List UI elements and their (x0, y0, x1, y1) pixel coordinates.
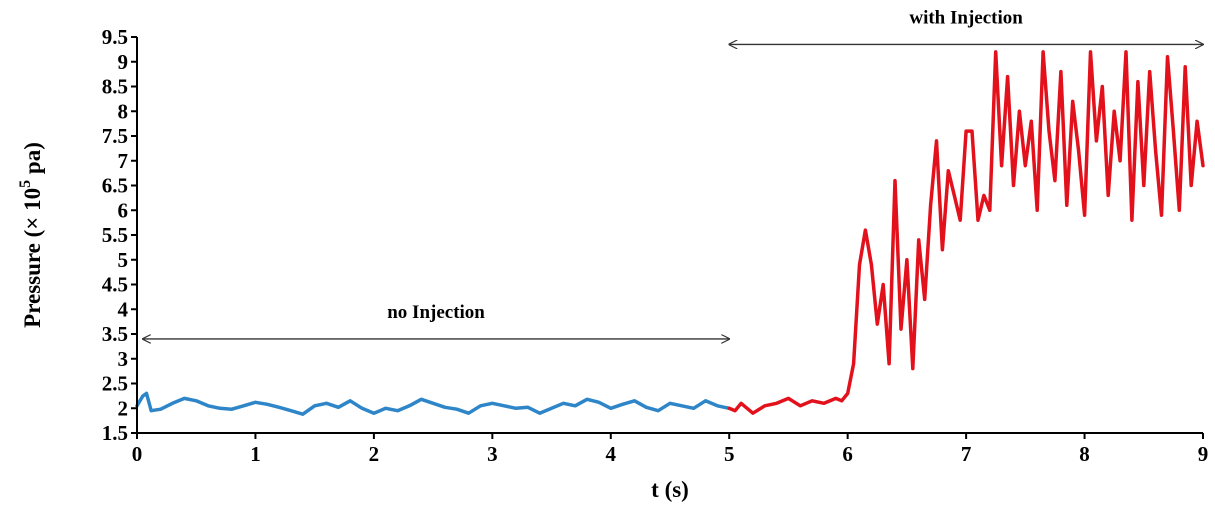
y-tick-label: 3 (118, 347, 129, 371)
y-tick-label: 9 (118, 50, 129, 74)
series-layer (135, 50, 1205, 416)
y-axis-title-suffix: pa) (20, 142, 45, 180)
x-tick-label: 8 (1079, 442, 1090, 466)
annotation-label-1: no Injection (387, 302, 485, 323)
y-tick-label: 6.5 (102, 174, 128, 198)
annotation-layer: no Injection with Injection (143, 7, 1203, 339)
y-tick-label: 8 (118, 99, 129, 123)
series-line-1 (135, 391, 731, 416)
x-tick-label: 4 (606, 442, 617, 466)
y-tick-label: 5.5 (102, 223, 128, 247)
x-tick-label: 9 (1198, 442, 1209, 466)
y-tick-label: 5 (118, 248, 129, 272)
x-tick-label: 2 (369, 442, 380, 466)
y-tick-label: 9.5 (102, 25, 128, 49)
y-axis-ticks: 1.522.533.544.555.566.577.588.599.5 (102, 25, 137, 445)
y-tick-label: 7 (118, 149, 129, 173)
y-tick-label: 1.5 (102, 421, 128, 445)
annotation-label-2: with Injection (909, 7, 1023, 28)
x-tick-label: 5 (724, 442, 735, 466)
x-axis-ticks: 0 1 2 3 4 5 6 7 8 9 (132, 433, 1209, 466)
y-axis-title: Pressure (× 105 pa) (17, 142, 45, 328)
x-tick-label: 7 (961, 442, 972, 466)
x-tick-label: 6 (842, 442, 853, 466)
y-tick-label: 2 (118, 396, 129, 420)
x-axis-title: t (s) (651, 477, 689, 502)
y-tick-label: 4 (118, 297, 129, 321)
x-tick-label: 1 (250, 442, 261, 466)
x-tick-label: 3 (487, 442, 498, 466)
y-axis-title-superscript: 5 (17, 180, 34, 188)
y-tick-label: 8.5 (102, 75, 128, 99)
y-axis-title-prefix: Pressure (× 10 (20, 188, 45, 328)
y-tick-label: 3.5 (102, 322, 128, 346)
y-tick-label: 7.5 (102, 124, 128, 148)
y-tick-label: 2.5 (102, 372, 128, 396)
y-tick-label: 6 (118, 198, 129, 222)
x-tick-label: 0 (132, 442, 143, 466)
series-line-2 (727, 50, 1205, 415)
y-tick-label: 4.5 (102, 273, 128, 297)
